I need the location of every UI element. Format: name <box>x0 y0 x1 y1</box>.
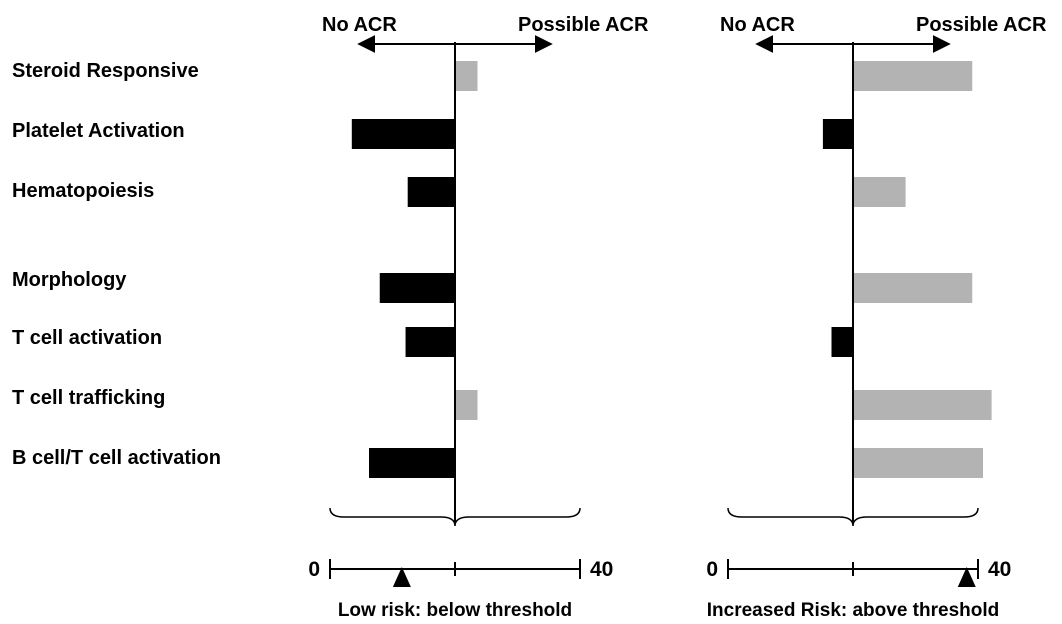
bar <box>456 390 478 420</box>
category-label: Platelet Activation <box>12 120 185 142</box>
category-label: Steroid Responsive <box>12 60 199 82</box>
no-acr-label: No ACR <box>322 14 397 36</box>
category-label: T cell activation <box>12 327 163 349</box>
category-label: Hematopoiesis <box>12 180 155 202</box>
bar <box>407 177 455 207</box>
no-acr-label: No ACR <box>720 14 795 36</box>
left-panel: No ACR Possible ACR 0 40 Low risk: below thr… <box>308 14 649 621</box>
bar <box>379 273 455 303</box>
grouping-brace <box>329 507 581 527</box>
scale-max-label: 40 <box>988 558 1011 581</box>
bar <box>822 119 853 149</box>
panel-caption: Low risk: below threshold <box>338 600 572 621</box>
score-marker <box>392 567 411 587</box>
category-labels: Steroid Responsive Platelet Activation H… <box>0 0 300 624</box>
category-label: B cell/T cell activation <box>12 447 221 469</box>
category-label: Morphology <box>12 269 127 291</box>
category-label: T cell trafficking <box>12 387 166 409</box>
possible-acr-label: Possible ACR <box>916 14 1047 36</box>
bar <box>456 61 478 91</box>
bar <box>854 273 973 303</box>
bar <box>369 448 455 478</box>
panel-caption: Increased Risk: above threshold <box>707 600 1000 621</box>
grouping-brace <box>727 507 979 527</box>
possible-acr-label: Possible ACR <box>518 14 649 36</box>
bar <box>854 448 983 478</box>
scale-max-label: 40 <box>590 558 613 581</box>
scale-min-label: 0 <box>706 558 718 581</box>
bar <box>854 390 992 420</box>
bar <box>405 327 455 357</box>
bar <box>831 327 853 357</box>
bar <box>854 61 973 91</box>
bar <box>351 119 455 149</box>
right-panel: No ACR Possible ACR 0 40 Increased Risk: abo… <box>706 14 1047 621</box>
bar <box>854 177 906 207</box>
scale-min-label: 0 <box>308 558 320 581</box>
score-marker <box>957 567 976 587</box>
